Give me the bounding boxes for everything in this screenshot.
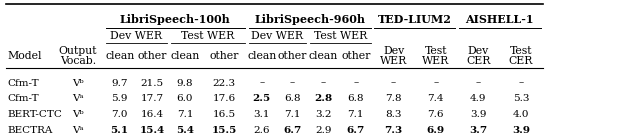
Text: clean: clean [309,51,338,61]
Text: 15.5: 15.5 [211,126,237,135]
Text: 3.7: 3.7 [469,126,487,135]
Text: Dev
WER: Dev WER [380,46,407,66]
Text: clean: clean [247,51,276,61]
Text: 2.5: 2.5 [253,94,271,103]
Text: Output
Vocab.: Output Vocab. [59,46,97,66]
Text: 4.9: 4.9 [470,94,486,103]
Text: Test
WER: Test WER [422,46,449,66]
Text: other: other [341,51,371,61]
Text: Dev WER: Dev WER [110,31,163,41]
Text: 5.3: 5.3 [513,94,529,103]
Text: LibriSpeech-100h: LibriSpeech-100h [120,14,231,25]
Text: other: other [209,51,239,61]
Text: –: – [518,79,524,87]
Text: Vᵇ: Vᵇ [72,110,84,119]
Text: –: – [353,79,358,87]
Text: 2.6: 2.6 [253,126,270,135]
Text: 17.7: 17.7 [141,94,164,103]
Text: other: other [278,51,307,61]
Text: 7.1: 7.1 [177,110,193,119]
Text: –: – [476,79,481,87]
Text: 5.4: 5.4 [176,126,194,135]
Text: 16.4: 16.4 [141,110,164,119]
Text: 5.1: 5.1 [111,126,129,135]
Text: Vᵇ: Vᵇ [72,79,84,87]
Text: 7.1: 7.1 [284,110,300,119]
Text: TED-LIUM2: TED-LIUM2 [378,14,452,25]
Text: Model: Model [8,51,42,61]
Text: 8.3: 8.3 [385,110,402,119]
Text: other: other [138,51,167,61]
Text: Cfm-T: Cfm-T [8,94,39,103]
Text: –: – [259,79,264,87]
Text: 6.8: 6.8 [284,94,300,103]
Text: Dev
CER: Dev CER [466,46,490,66]
Text: Cfm-T: Cfm-T [8,79,39,87]
Text: 9.7: 9.7 [111,79,128,87]
Text: 2.8: 2.8 [314,94,333,103]
Text: 7.1: 7.1 [348,110,364,119]
Text: 4.0: 4.0 [513,110,529,119]
Text: 7.8: 7.8 [385,94,402,103]
Text: 15.4: 15.4 [140,126,165,135]
Text: –: – [433,79,438,87]
Text: 7.6: 7.6 [428,110,444,119]
Text: 5.9: 5.9 [111,94,128,103]
Text: –: – [321,79,326,87]
Text: 3.9: 3.9 [512,126,530,135]
Text: Dev WER: Dev WER [252,31,303,41]
Text: 7.4: 7.4 [428,94,444,103]
Text: Test WER: Test WER [181,31,235,41]
Text: 6.8: 6.8 [348,94,364,103]
Text: 3.2: 3.2 [316,110,332,119]
Text: 6.7: 6.7 [283,126,301,135]
Text: BERT-CTC: BERT-CTC [8,110,63,119]
Text: 9.8: 9.8 [177,79,193,87]
Text: 3.9: 3.9 [470,110,486,119]
Text: 7.3: 7.3 [385,126,403,135]
Text: 22.3: 22.3 [212,79,236,87]
Text: 3.1: 3.1 [253,110,270,119]
Text: Vᵃ: Vᵃ [72,126,84,135]
Text: LibriSpeech-960h: LibriSpeech-960h [254,14,365,25]
Text: BECTRA: BECTRA [8,126,53,135]
Text: 6.0: 6.0 [177,94,193,103]
Text: Test
CER: Test CER [509,46,533,66]
Text: –: – [391,79,396,87]
Text: 16.5: 16.5 [212,110,236,119]
Text: Vᵃ: Vᵃ [72,94,84,103]
Text: AISHELL-1: AISHELL-1 [465,14,534,25]
Text: 6.7: 6.7 [347,126,365,135]
Text: 21.5: 21.5 [141,79,164,87]
Text: clean: clean [105,51,134,61]
Text: Test WER: Test WER [314,31,367,41]
Text: –: – [289,79,295,87]
Text: 6.9: 6.9 [427,126,445,135]
Text: clean: clean [170,51,200,61]
Text: 2.9: 2.9 [316,126,332,135]
Text: 7.0: 7.0 [111,110,128,119]
Text: 17.6: 17.6 [212,94,236,103]
